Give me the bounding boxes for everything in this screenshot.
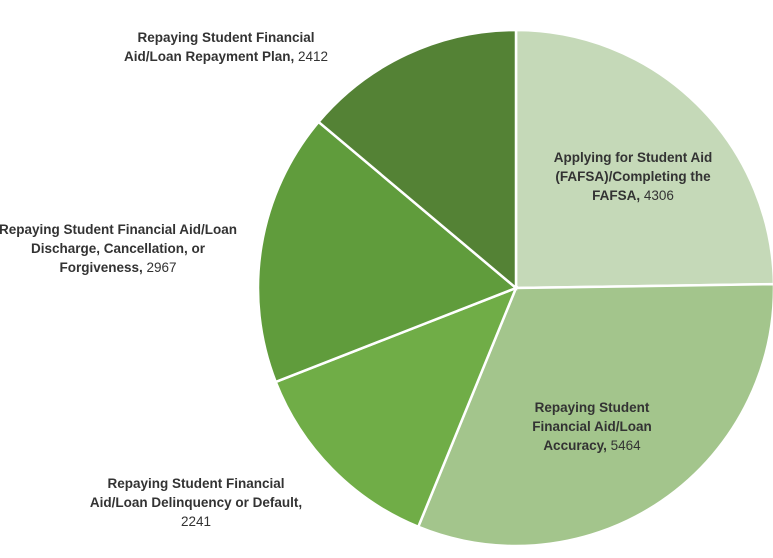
slice-label: Repaying Student Financial Aid/Loan Deli…	[89, 474, 304, 531]
category-label: Repaying Student Financial Aid/Loan Disc…	[0, 222, 238, 275]
pie-slice	[274, 285, 519, 529]
pie-slice	[256, 120, 519, 384]
value-label: 5464	[610, 438, 641, 453]
category-label: Repaying Student Financial Aid/Loan Deli…	[89, 476, 303, 510]
category-label: Repaying Student Financial Aid/Loan Accu…	[532, 400, 652, 453]
value-label: 4306	[643, 188, 674, 203]
slice-label: Repaying Student Financial Aid/Loan Repa…	[119, 28, 334, 66]
pie-slice	[514, 28, 773, 290]
slice-label: Repaying Student Financial Aid/Loan Accu…	[517, 398, 667, 455]
pie-slice	[316, 28, 518, 291]
value-label: 2967	[146, 260, 177, 275]
value-label: 2412	[298, 49, 329, 64]
pie-slice	[416, 282, 773, 548]
slice-label: Applying for Student Aid (FAFSA)/Complet…	[533, 148, 733, 205]
category-label: Applying for Student Aid (FAFSA)/Complet…	[553, 150, 713, 203]
category-label: Repaying Student Financial Aid/Loan Repa…	[123, 30, 315, 64]
value-label: 2241	[180, 514, 212, 529]
slice-label: Repaying Student Financial Aid/Loan Disc…	[0, 220, 238, 277]
